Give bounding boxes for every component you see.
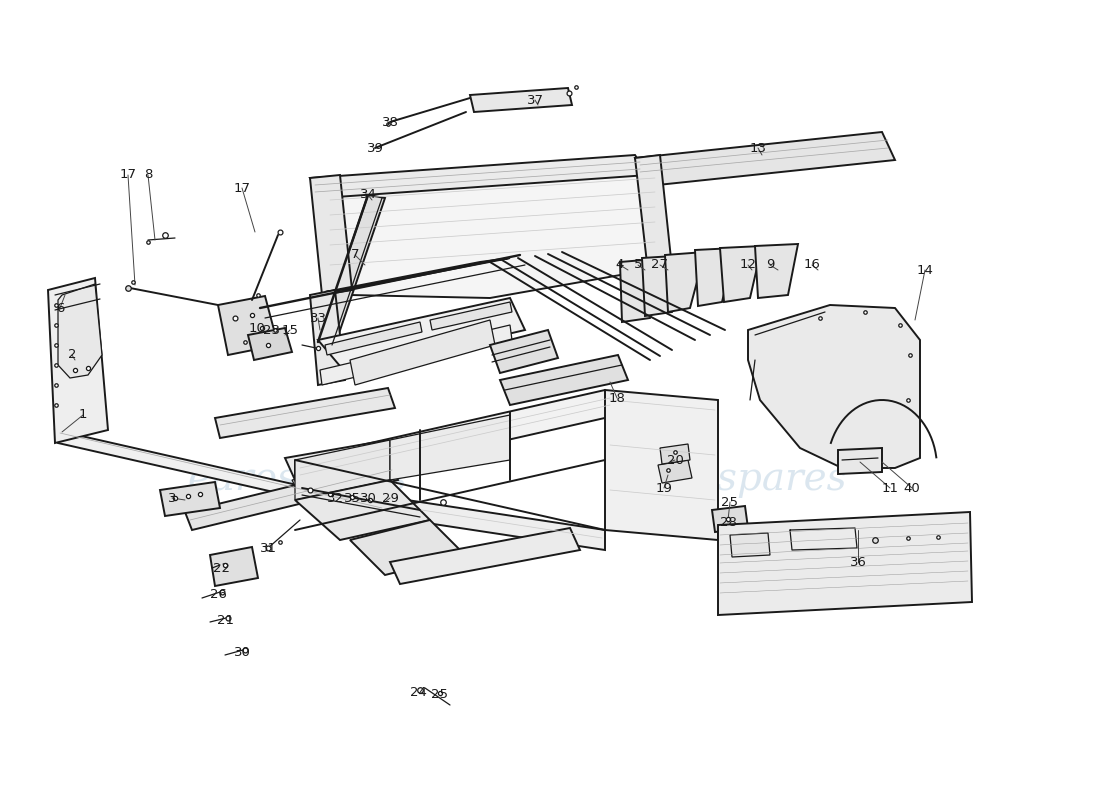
Text: 36: 36	[849, 555, 867, 569]
Polygon shape	[430, 302, 512, 330]
Polygon shape	[720, 246, 762, 302]
Text: 15: 15	[282, 323, 298, 337]
Text: 30: 30	[233, 646, 251, 658]
Polygon shape	[695, 248, 735, 306]
Polygon shape	[660, 444, 690, 464]
Polygon shape	[210, 547, 258, 586]
Text: 31: 31	[260, 542, 276, 554]
Text: 22: 22	[213, 562, 231, 574]
Polygon shape	[58, 284, 102, 378]
Text: 6: 6	[56, 302, 64, 314]
Text: 24: 24	[409, 686, 427, 698]
Text: 25: 25	[722, 495, 738, 509]
Text: 23: 23	[264, 323, 280, 337]
Text: 7: 7	[351, 249, 360, 262]
Text: 11: 11	[881, 482, 899, 494]
Polygon shape	[292, 462, 398, 496]
Polygon shape	[324, 258, 510, 292]
Text: 14: 14	[916, 263, 934, 277]
Polygon shape	[185, 462, 398, 530]
Polygon shape	[318, 298, 525, 372]
Polygon shape	[390, 528, 580, 584]
Polygon shape	[755, 244, 797, 298]
Polygon shape	[500, 355, 628, 405]
Text: 21: 21	[217, 614, 233, 626]
Text: 17: 17	[120, 169, 136, 182]
Text: 17: 17	[233, 182, 251, 194]
Polygon shape	[350, 320, 495, 385]
Polygon shape	[350, 520, 465, 575]
Polygon shape	[620, 258, 668, 322]
Polygon shape	[308, 485, 605, 550]
Text: 28: 28	[719, 515, 736, 529]
Text: 29: 29	[382, 491, 398, 505]
Text: 33: 33	[309, 311, 327, 325]
Text: 26: 26	[210, 589, 227, 602]
Polygon shape	[310, 290, 345, 385]
Text: 16: 16	[804, 258, 821, 271]
Polygon shape	[642, 255, 690, 316]
Polygon shape	[160, 482, 220, 516]
Text: 27: 27	[651, 258, 669, 271]
Polygon shape	[730, 533, 770, 557]
Text: 38: 38	[382, 115, 398, 129]
Polygon shape	[666, 252, 705, 312]
Polygon shape	[490, 330, 558, 373]
Text: 3: 3	[167, 491, 176, 505]
Text: 8: 8	[144, 169, 152, 182]
Polygon shape	[285, 440, 398, 480]
Text: 9: 9	[766, 258, 774, 271]
Text: 4: 4	[616, 258, 624, 271]
Text: 1: 1	[79, 409, 87, 422]
Polygon shape	[218, 296, 278, 355]
Polygon shape	[838, 448, 882, 474]
Text: 30: 30	[360, 491, 376, 505]
Polygon shape	[295, 460, 308, 505]
Polygon shape	[214, 388, 395, 438]
Polygon shape	[320, 325, 512, 385]
Polygon shape	[635, 155, 672, 272]
Polygon shape	[324, 322, 422, 355]
Text: 39: 39	[366, 142, 384, 154]
Text: 13: 13	[749, 142, 767, 154]
Polygon shape	[295, 440, 390, 500]
Polygon shape	[658, 460, 692, 483]
Text: 2: 2	[68, 349, 76, 362]
Polygon shape	[55, 430, 388, 518]
Polygon shape	[295, 390, 618, 485]
Polygon shape	[390, 415, 510, 480]
Text: 40: 40	[903, 482, 921, 494]
Text: 32: 32	[327, 491, 343, 505]
Polygon shape	[48, 278, 108, 443]
Polygon shape	[605, 390, 718, 540]
Text: eurospares: eurospares	[627, 462, 847, 498]
Polygon shape	[635, 132, 895, 186]
Polygon shape	[318, 195, 385, 345]
Polygon shape	[470, 88, 572, 112]
Text: 19: 19	[656, 482, 672, 494]
Text: 20: 20	[667, 454, 683, 466]
Text: 12: 12	[739, 258, 757, 271]
Polygon shape	[295, 480, 430, 540]
Text: 5: 5	[634, 258, 642, 271]
Text: 35: 35	[343, 491, 361, 505]
Text: 34: 34	[360, 189, 376, 202]
Polygon shape	[310, 175, 352, 295]
Polygon shape	[310, 155, 648, 198]
Text: 37: 37	[527, 94, 543, 106]
Text: eurospares: eurospares	[187, 462, 407, 498]
Polygon shape	[248, 328, 292, 360]
Text: 25: 25	[431, 689, 449, 702]
Text: 18: 18	[608, 391, 626, 405]
Polygon shape	[718, 512, 972, 615]
Text: 10: 10	[249, 322, 265, 334]
Polygon shape	[712, 506, 748, 532]
Polygon shape	[748, 305, 920, 468]
Polygon shape	[322, 172, 660, 298]
